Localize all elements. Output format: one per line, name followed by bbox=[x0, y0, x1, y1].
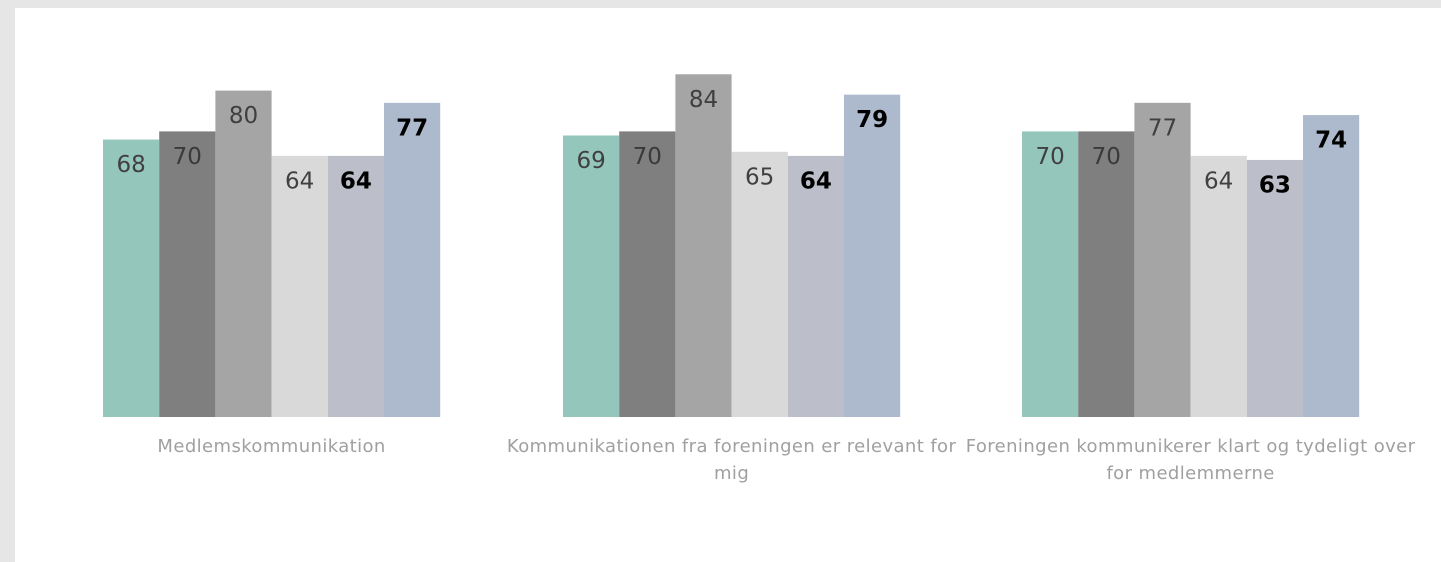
bar bbox=[1078, 131, 1135, 417]
bar bbox=[1303, 115, 1360, 417]
value-label: 79 bbox=[856, 107, 888, 133]
bar bbox=[619, 131, 676, 417]
bar bbox=[844, 94, 901, 418]
bar bbox=[384, 102, 441, 417]
bar bbox=[271, 155, 328, 417]
value-label: 64 bbox=[285, 168, 314, 194]
bar bbox=[731, 151, 788, 418]
value-label: 65 bbox=[745, 164, 774, 190]
bar bbox=[103, 139, 160, 417]
value-label: 70 bbox=[633, 144, 662, 170]
bar bbox=[1022, 131, 1079, 417]
value-label: 69 bbox=[576, 148, 605, 174]
value-label: 77 bbox=[1148, 115, 1177, 141]
bar bbox=[1134, 102, 1191, 417]
bar bbox=[1246, 159, 1303, 417]
value-label: 70 bbox=[1035, 144, 1064, 170]
value-label: 80 bbox=[229, 103, 258, 129]
value-label: 63 bbox=[1259, 172, 1291, 198]
bar bbox=[215, 90, 272, 417]
value-label: 70 bbox=[1092, 144, 1121, 170]
value-label: 74 bbox=[1315, 128, 1347, 154]
category-label: Medlemskommunikation bbox=[157, 436, 386, 457]
bar bbox=[327, 155, 384, 417]
bar bbox=[787, 155, 844, 417]
value-label: 84 bbox=[689, 87, 718, 113]
category-label: Foreningen kommunikerer klart og tydelig… bbox=[965, 436, 1416, 484]
value-label: 64 bbox=[800, 168, 832, 194]
bar bbox=[675, 74, 732, 417]
bar bbox=[563, 135, 620, 418]
value-label: 64 bbox=[1204, 168, 1233, 194]
value-label: 64 bbox=[340, 168, 372, 194]
value-label: 68 bbox=[116, 152, 145, 178]
value-label: 70 bbox=[173, 144, 202, 170]
category-label: Kommunikationen fra foreningen er releva… bbox=[506, 436, 957, 484]
bar bbox=[159, 131, 216, 417]
bar bbox=[1190, 155, 1247, 417]
value-label: 77 bbox=[396, 115, 428, 141]
